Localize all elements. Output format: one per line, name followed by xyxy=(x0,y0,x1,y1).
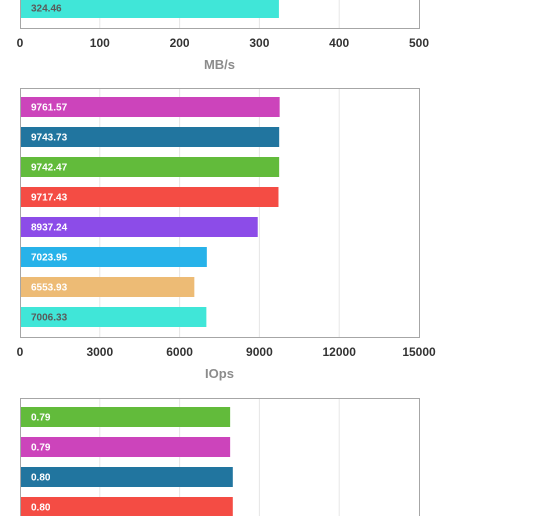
x-tick-label: 15000 xyxy=(402,345,436,359)
throughput-chart: 324.46 0 100 200 300 400 500 MB/s xyxy=(17,0,429,72)
bar-value-label: 6553.93 xyxy=(31,283,68,294)
x-tick-label: 400 xyxy=(329,36,349,50)
bar-value-label: 9743.73 xyxy=(31,133,68,144)
bar-value-label: 7023.95 xyxy=(31,253,68,264)
bar-value-label: 9761.57 xyxy=(31,103,68,114)
plot-frame xyxy=(20,398,420,516)
x-axis-title: MB/s xyxy=(204,57,235,72)
plot-frame xyxy=(20,0,420,29)
bar-value-label: 0.80 xyxy=(31,503,51,514)
bar-value-label: 9742.47 xyxy=(31,163,68,174)
bar xyxy=(21,467,233,487)
bar-value-label: 0.80 xyxy=(31,473,51,484)
bar xyxy=(21,157,280,177)
bar xyxy=(21,127,280,147)
bar-value-label: 7006.33 xyxy=(31,313,68,324)
bar xyxy=(21,97,280,117)
bar xyxy=(21,187,279,207)
bar xyxy=(21,0,279,18)
bar-value-label: 324.46 xyxy=(31,4,62,15)
latency-chart: 0.79 0.79 0.80 0.80 xyxy=(20,398,420,516)
x-tick-label: 12000 xyxy=(323,345,357,359)
x-tick-label: 3000 xyxy=(86,345,113,359)
bar xyxy=(21,437,231,457)
plot-frame xyxy=(20,88,420,338)
bar xyxy=(21,247,207,267)
bar-value-label: 0.79 xyxy=(31,443,51,454)
iops-chart: 9761.57 9743.73 9742.47 9717.43 8937.24 7023.… xyxy=(17,88,436,381)
x-tick-label: 0 xyxy=(17,36,24,50)
x-tick-label: 9000 xyxy=(246,345,273,359)
x-axis-title: IOps xyxy=(205,366,234,381)
x-tick-label: 0 xyxy=(17,345,24,359)
x-tick-label: 6000 xyxy=(166,345,193,359)
x-tick-label: 300 xyxy=(249,36,269,50)
bar xyxy=(21,217,258,237)
x-tick-label: 100 xyxy=(90,36,110,50)
bar xyxy=(21,277,195,297)
bar xyxy=(21,497,233,516)
bar-value-label: 0.79 xyxy=(31,413,51,424)
x-tick-label: 500 xyxy=(409,36,429,50)
bar xyxy=(21,307,207,327)
bar xyxy=(21,407,231,427)
bar-value-label: 8937.24 xyxy=(31,223,68,234)
bar-value-label: 9717.43 xyxy=(31,193,68,204)
x-tick-label: 200 xyxy=(170,36,190,50)
